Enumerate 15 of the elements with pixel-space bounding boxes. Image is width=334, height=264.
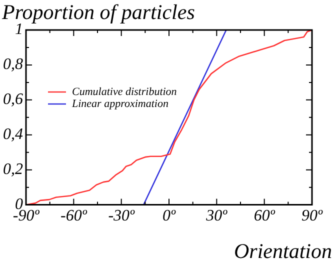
y-tick-label: 1 (15, 21, 23, 38)
x-tick-label: 30º (205, 208, 228, 225)
y-tick-label: 0,4 (3, 126, 23, 144)
y-axis-title: Proportion of particles (2, 0, 195, 24)
x-tick-label: -60º (60, 208, 88, 225)
legend-label: Cumulative distribution (72, 86, 178, 98)
y-tick-label: 0,8 (3, 56, 23, 74)
x-tick-label: 0º (162, 208, 177, 225)
x-tick-label: -30º (108, 208, 136, 225)
y-tick-label: 0,2 (3, 161, 23, 178)
x-tick-label: 60º (254, 208, 276, 225)
legend-label: Linear approximation (71, 98, 169, 110)
x-axis-title: Orientation (234, 239, 332, 264)
y-tick-label: 0,6 (3, 91, 23, 108)
x-tick-label: 90º (302, 208, 324, 225)
